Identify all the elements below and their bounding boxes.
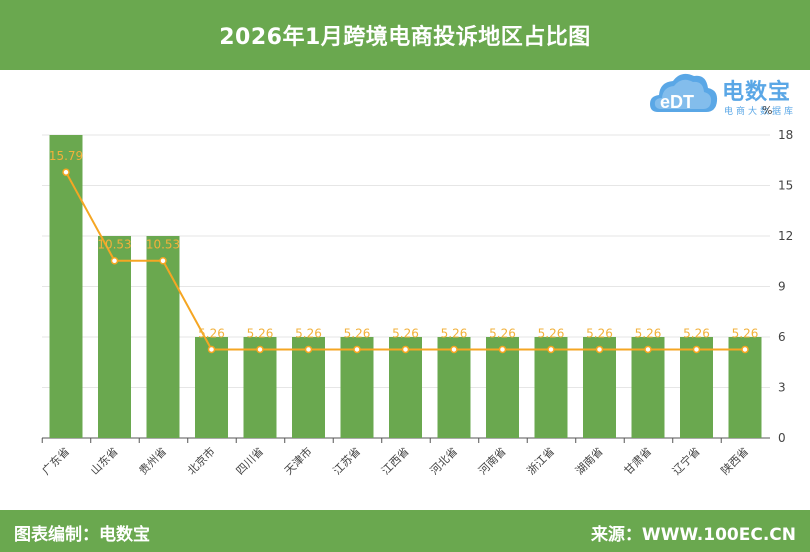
bar — [195, 337, 228, 438]
chart-header: 2026年1月跨境电商投诉地区占比图 — [0, 0, 810, 70]
bar — [146, 236, 180, 438]
logo-icon-text: eDT — [660, 92, 694, 112]
data-label: 5.26 — [295, 326, 322, 340]
line-series — [62, 168, 749, 354]
line-point — [450, 345, 458, 354]
line-point — [401, 345, 410, 354]
data-label: 5.26 — [683, 326, 710, 340]
x-tick-label: 北京市 — [184, 444, 217, 477]
bar — [243, 337, 277, 438]
cloud-icon: eDT — [650, 73, 718, 112]
chart-footer: 图表编制：电数宝 来源：WWW.100EC.CN — [0, 510, 810, 552]
x-tick-label: 天津市 — [281, 444, 314, 477]
bars — [49, 135, 762, 438]
data-label: 5.26 — [247, 326, 274, 340]
x-tick-label: 陕西省 — [718, 444, 751, 477]
brand-logo: eDT 电数宝 电商大数据库 — [648, 68, 810, 124]
data-label: 5.26 — [441, 326, 468, 340]
x-tick-label: 河南省 — [476, 445, 509, 478]
y-tick-label: 3 — [778, 381, 786, 395]
x-tick-label: 甘肃省 — [622, 445, 655, 478]
bar — [340, 337, 374, 438]
x-tick-label: 湖南省 — [573, 445, 606, 478]
bar — [389, 337, 422, 438]
y-tick-label: 15 — [778, 179, 793, 193]
bar — [292, 337, 325, 438]
line-point — [547, 345, 555, 354]
x-tick-label: 河北省 — [428, 445, 461, 478]
y-axis: 0 3 6 9 12 15 18% — [762, 104, 793, 445]
y-tick-label: 12 — [778, 229, 793, 243]
footer-editor: 图表编制：电数宝 — [14, 525, 150, 545]
y-unit-label: % — [762, 104, 772, 117]
y-tick-label: 0 — [778, 431, 786, 445]
data-label: 10.53 — [97, 238, 131, 252]
data-label: 5.26 — [635, 326, 662, 340]
line-point — [62, 168, 70, 176]
line-point — [207, 345, 216, 354]
y-tick-label: 9 — [778, 280, 786, 294]
data-label: 5.26 — [198, 326, 225, 340]
bar — [680, 337, 713, 438]
bar — [728, 337, 762, 438]
bar — [49, 135, 83, 438]
logo-subtitle: 电商大数据库 — [724, 107, 797, 117]
data-label: 5.26 — [392, 326, 419, 340]
bar — [631, 337, 665, 438]
bar — [486, 337, 519, 438]
data-label: 5.26 — [586, 326, 613, 340]
x-tick-label: 江西省 — [379, 445, 412, 478]
footer-source: 来源：WWW.100EC.CN — [590, 525, 796, 545]
x-tick-label: 辽宁省 — [669, 444, 702, 477]
data-label: 15.79 — [49, 149, 83, 163]
line-point — [256, 345, 264, 354]
data-labels: 15.79 10.53 10.53 5.26 5.26 5.26 5.26 5.26 5.26 5… — [49, 149, 759, 340]
x-axis: 广东省 山东省 贵州省 北京市 四川省 天津市 江苏省 江西省 河北省 河南省 浙江省 湖南省 甘肃省辽… — [40, 438, 751, 478]
bar — [437, 337, 471, 438]
data-label: 5.26 — [489, 326, 516, 340]
bar — [583, 337, 616, 438]
line-point — [692, 345, 701, 354]
data-label: 10.53 — [146, 238, 180, 252]
x-tick-label: 贵州省 — [137, 445, 170, 478]
logo-name: 电数宝 — [722, 80, 792, 105]
data-label: 5.26 — [344, 326, 371, 340]
x-tick-label: 四川省 — [234, 445, 267, 478]
data-label: 5.26 — [538, 326, 565, 340]
bar — [534, 337, 568, 438]
line-point — [159, 256, 167, 265]
x-tick-label: 浙江省 — [525, 445, 558, 478]
line-point — [498, 345, 507, 354]
line-point — [595, 345, 604, 354]
y-tick-label: 6 — [778, 330, 786, 344]
y-tick-label: 18 — [778, 128, 793, 142]
x-tick-label: 江苏省 — [331, 445, 364, 478]
x-tick-label: 山东省 — [88, 445, 121, 478]
x-tick-label: 广东省 — [40, 445, 73, 478]
line-point — [110, 256, 119, 265]
line-point — [741, 345, 749, 354]
bar — [98, 236, 131, 438]
line-point — [304, 345, 313, 354]
line-point — [644, 345, 652, 354]
chart-title: 2026年1月跨境电商投诉地区占比图 — [219, 25, 591, 50]
line-point — [353, 345, 361, 354]
data-label: 5.26 — [732, 326, 759, 340]
